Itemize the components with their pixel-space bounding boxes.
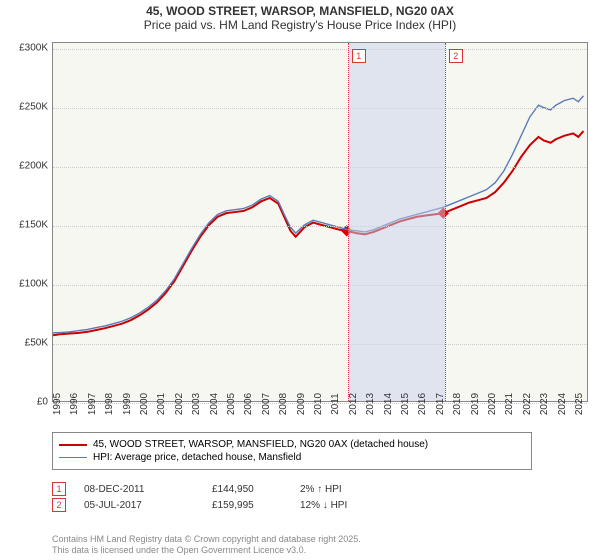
- sales-row-1: 1 08-DEC-2011 £144,950 2% ↑ HPI: [52, 482, 400, 496]
- sales-diff-1: 2% ↑ HPI: [300, 484, 400, 495]
- series-hpi: [53, 96, 584, 333]
- chart-marker-1: 1: [352, 49, 366, 63]
- x-tick-label: 2002: [174, 393, 185, 415]
- x-tick-label: 2007: [261, 393, 272, 415]
- plot-area: 12: [52, 42, 588, 402]
- x-tick-label: 2025: [574, 393, 585, 415]
- legend-label-hpi: HPI: Average price, detached house, Mans…: [93, 452, 301, 463]
- x-tick-label: 2000: [139, 393, 150, 415]
- x-tick-label: 2018: [452, 393, 463, 415]
- sales-table: 1 08-DEC-2011 £144,950 2% ↑ HPI 2 05-JUL…: [52, 480, 400, 514]
- x-tick-label: 2012: [348, 393, 359, 415]
- sales-marker-1: 1: [52, 482, 66, 496]
- x-tick-label: 2022: [522, 393, 533, 415]
- x-tick-label: 2014: [383, 393, 394, 415]
- x-tick-label: 2021: [504, 393, 515, 415]
- attribution: Contains HM Land Registry data © Crown c…: [52, 534, 361, 556]
- legend-label-price-paid: 45, WOOD STREET, WARSOP, MANSFIELD, NG20…: [93, 439, 428, 450]
- x-tick-label: 2024: [557, 393, 568, 415]
- y-tick-label: £100K: [19, 278, 48, 289]
- x-tick-label: 1995: [52, 393, 63, 415]
- legend-swatch-hpi: [59, 457, 87, 458]
- sales-price-1: £144,950: [212, 484, 282, 495]
- sales-price-2: £159,995: [212, 500, 282, 511]
- x-tick-label: 2019: [470, 393, 481, 415]
- title-area: 45, WOOD STREET, WARSOP, MANSFIELD, NG20…: [0, 0, 600, 34]
- x-tick-label: 1998: [104, 393, 115, 415]
- chart-title: 45, WOOD STREET, WARSOP, MANSFIELD, NG20…: [0, 4, 600, 18]
- legend-item-price-paid: 45, WOOD STREET, WARSOP, MANSFIELD, NG20…: [59, 439, 525, 450]
- x-tick-label: 1997: [87, 393, 98, 415]
- legend: 45, WOOD STREET, WARSOP, MANSFIELD, NG20…: [52, 432, 532, 470]
- x-tick-label: 2004: [209, 393, 220, 415]
- sales-row-2: 2 05-JUL-2017 £159,995 12% ↓ HPI: [52, 498, 400, 512]
- highlight-border: [445, 43, 446, 401]
- x-tick-label: 2015: [400, 393, 411, 415]
- sales-date-1: 08-DEC-2011: [84, 484, 194, 495]
- highlight-band: [348, 43, 445, 401]
- gridline-h: [53, 167, 587, 168]
- gridline-h: [53, 108, 587, 109]
- x-tick-label: 2020: [487, 393, 498, 415]
- y-tick-label: £50K: [25, 337, 48, 348]
- gridline-h: [53, 49, 587, 50]
- x-tick-label: 2010: [313, 393, 324, 415]
- gridline-h: [53, 344, 587, 345]
- x-tick-label: 1999: [122, 393, 133, 415]
- legend-item-hpi: HPI: Average price, detached house, Mans…: [59, 452, 525, 463]
- legend-swatch-price-paid: [59, 444, 87, 446]
- x-tick-label: 2006: [243, 393, 254, 415]
- gridline-h: [53, 226, 587, 227]
- x-tick-label: 2005: [226, 393, 237, 415]
- x-tick-label: 2013: [365, 393, 376, 415]
- y-tick-label: £300K: [19, 42, 48, 53]
- x-tick-label: 2023: [539, 393, 550, 415]
- highlight-border: [348, 43, 349, 401]
- sales-marker-2: 2: [52, 498, 66, 512]
- y-tick-label: £250K: [19, 101, 48, 112]
- chart-svg: [53, 43, 587, 401]
- sales-date-2: 05-JUL-2017: [84, 500, 194, 511]
- x-tick-label: 2017: [435, 393, 446, 415]
- x-tick-label: 2001: [156, 393, 167, 415]
- y-tick-label: £150K: [19, 219, 48, 230]
- x-tick-label: 2011: [330, 393, 341, 415]
- x-tick-label: 2008: [278, 393, 289, 415]
- sales-diff-2: 12% ↓ HPI: [300, 500, 400, 511]
- x-tick-label: 1996: [69, 393, 80, 415]
- x-tick-label: 2009: [296, 393, 307, 415]
- y-tick-label: £200K: [19, 160, 48, 171]
- gridline-h: [53, 285, 587, 286]
- chart-container: 45, WOOD STREET, WARSOP, MANSFIELD, NG20…: [0, 0, 600, 560]
- attribution-line-1: Contains HM Land Registry data © Crown c…: [52, 534, 361, 545]
- chart-marker-2: 2: [449, 49, 463, 63]
- x-tick-label: 2003: [191, 393, 202, 415]
- y-tick-label: £0: [37, 397, 48, 408]
- x-tick-label: 2016: [417, 393, 428, 415]
- series-price_paid: [53, 131, 584, 335]
- attribution-line-2: This data is licensed under the Open Gov…: [52, 545, 361, 556]
- chart-subtitle: Price paid vs. HM Land Registry's House …: [0, 18, 600, 32]
